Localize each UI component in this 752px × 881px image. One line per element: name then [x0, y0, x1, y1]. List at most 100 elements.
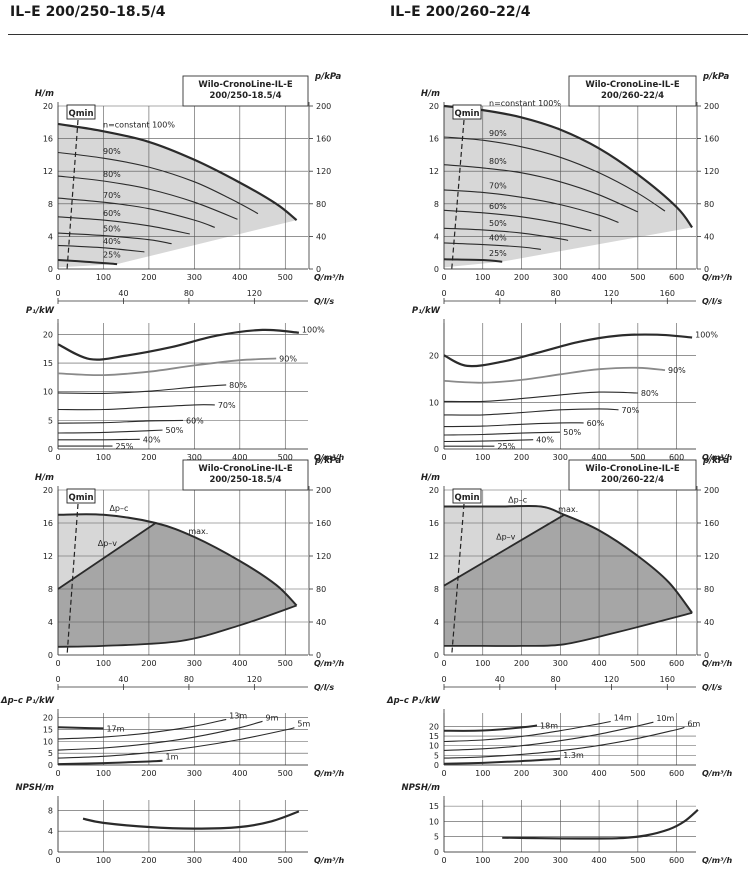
power-curve-label: 90%: [668, 366, 686, 375]
y-tick-label: 0: [48, 761, 53, 770]
y-tick-label: 16: [429, 135, 439, 144]
curve-100pct: [443, 104, 693, 229]
x-tick-label: 300: [553, 273, 568, 282]
power-curve-90pct: [443, 366, 666, 384]
y-tick-label: 20: [43, 714, 53, 723]
qmin-label-box: [452, 104, 482, 120]
x-tick-label: 100: [475, 453, 490, 462]
y-right-axis-label: p/kPa: [702, 456, 730, 466]
y-right-tick-label: 160: [316, 135, 331, 144]
y-right-axis-label: p/kPa: [702, 72, 730, 82]
y-tick-label: 0: [48, 651, 53, 660]
x-tick-label: 300: [553, 453, 568, 462]
y-right-tick-label: 0: [316, 651, 321, 660]
y-tick-label: 12: [429, 552, 439, 561]
power-curve-label: 60%: [587, 419, 605, 428]
control-power-curve-label: 6m: [687, 719, 700, 728]
x-axis-label: Q/m³/h: [314, 273, 344, 282]
chart-title: 200/260-22/4: [601, 475, 664, 485]
curve-label: 25%: [489, 249, 507, 258]
y-tick-label: 16: [429, 519, 439, 528]
y-right-tick-label: 40: [704, 618, 714, 627]
curve-25pct: [57, 259, 118, 266]
y-right-tick-label: 0: [316, 265, 321, 274]
qmin-label-box: [66, 488, 96, 504]
y-axis-label: H/m: [35, 89, 54, 99]
control-power-curve-label: 13m: [229, 711, 247, 720]
x-axis-label: Q/m³/h: [702, 273, 732, 282]
curve-70pct: [443, 189, 619, 224]
power-curve-50pct: [443, 431, 561, 436]
y-right-tick-label: 120: [316, 552, 331, 561]
x-tick-label: 500: [630, 769, 645, 778]
x-secondary-tick-label: 40: [495, 675, 505, 684]
y-tick-label: 4: [48, 232, 53, 241]
chart-title: Wilo-CronoLine-IL-E: [585, 464, 680, 474]
x-tick-label: 300: [553, 769, 568, 778]
y-tick-label: 20: [429, 722, 439, 731]
power-curve-100pct: [443, 333, 693, 368]
y-right-tick-label: 80: [704, 585, 714, 594]
y-right-tick-label: 200: [704, 102, 719, 111]
control-power-curve-17m: [57, 726, 104, 730]
dp-c-label: Δp–c: [109, 504, 128, 513]
qmin-line: [451, 119, 465, 270]
power-curve-label: 50%: [166, 426, 184, 435]
curve-60pct: [57, 216, 190, 235]
chart-title: Wilo-CronoLine-IL-E: [198, 80, 293, 90]
heading-divider: [8, 34, 748, 35]
power-curve-label: 80%: [229, 381, 247, 390]
operating-range-fill: [58, 123, 297, 268]
control-power-curve-1.3m: [443, 757, 561, 765]
y-tick-label: 8: [48, 585, 53, 594]
control-power-curve-10m: [443, 721, 654, 751]
x-axis-label: Q/m³/h: [314, 769, 344, 778]
chart-title: 200/250-18.5/4: [209, 91, 281, 101]
y-tick-label: 0: [434, 848, 439, 857]
x-secondary-axis-label: Q/l/s: [702, 297, 722, 306]
y-right-tick-label: 120: [704, 167, 719, 176]
y-tick-label: 8: [48, 200, 53, 209]
y-right-tick-label: 0: [704, 651, 709, 660]
x-tick-label: 0: [55, 659, 60, 668]
y-right-tick-label: 160: [316, 519, 331, 528]
x-tick-label: 400: [232, 856, 247, 865]
x-tick-label: 0: [441, 659, 446, 668]
y-right-axis-label: p/kPa: [314, 456, 342, 466]
y-axis-label: H/m: [421, 473, 440, 483]
x-tick-label: 600: [669, 856, 684, 865]
curve-label: 80%: [489, 157, 507, 166]
y-right-tick-label: 160: [704, 135, 719, 144]
y-tick-label: 16: [43, 519, 53, 528]
curve-40pct: [57, 244, 145, 253]
y-tick-label: 8: [434, 200, 439, 209]
y-axis-label: P₁/kW: [412, 306, 441, 316]
control-power-curve-label: 17m: [106, 724, 124, 733]
x-tick-label: 300: [187, 659, 202, 668]
control-power-curve-14m: [443, 720, 611, 743]
qmin-line: [451, 503, 465, 656]
curve-40pct: [443, 242, 541, 250]
chart-title-box: [568, 459, 697, 491]
power-curve-70pct: [57, 404, 215, 411]
curve-60pct: [443, 209, 592, 232]
control-power-curve-1m: [57, 759, 163, 766]
y-right-tick-label: 0: [704, 265, 709, 274]
x-tick-label: 0: [55, 273, 60, 282]
qmin-label: Qmin: [454, 493, 479, 503]
chart-title: Wilo-CronoLine-IL-E: [198, 464, 293, 474]
x-tick-label: 400: [591, 453, 606, 462]
power-curve-50pct: [57, 429, 163, 434]
max-label: max.: [188, 527, 208, 536]
y-axis-label: Δp–c P₁/kW: [0, 696, 55, 706]
power-curve-label: 70%: [621, 406, 639, 415]
y-tick-label: 20: [43, 486, 53, 495]
pump-heading-right: IL–E 200/260–22/4: [390, 4, 531, 20]
control-power-curve-label: 14m: [614, 713, 632, 722]
y-tick-label: 4: [48, 618, 53, 627]
power-curve-80pct: [57, 384, 227, 395]
dp-v-label: Δp–v: [496, 533, 516, 542]
x-tick-label: 600: [669, 273, 684, 282]
chart-title: 200/250-18.5/4: [209, 475, 281, 485]
y-right-tick-label: 80: [316, 200, 326, 209]
